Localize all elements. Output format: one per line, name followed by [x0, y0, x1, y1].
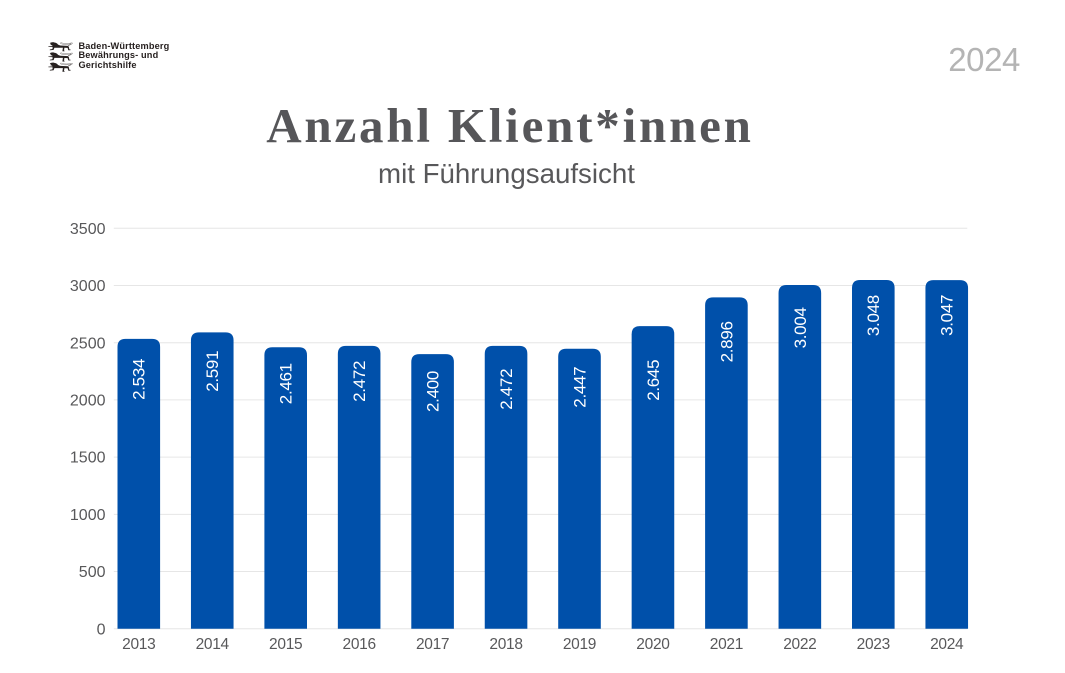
svg-text:2.534: 2.534	[130, 359, 149, 400]
svg-text:3.048: 3.048	[864, 295, 883, 336]
svg-text:500: 500	[79, 564, 106, 581]
svg-text:2020: 2020	[636, 636, 670, 653]
svg-text:2023: 2023	[857, 636, 890, 653]
svg-text:3.004: 3.004	[791, 307, 810, 348]
svg-text:2.400: 2.400	[424, 371, 443, 412]
svg-text:2.896: 2.896	[717, 321, 736, 362]
svg-text:2022: 2022	[783, 636, 816, 653]
svg-text:2018: 2018	[489, 636, 522, 653]
svg-text:2024: 2024	[930, 636, 964, 653]
svg-text:2014: 2014	[196, 636, 230, 653]
svg-text:2015: 2015	[269, 636, 302, 653]
svg-text:2016: 2016	[343, 636, 376, 653]
svg-text:2.472: 2.472	[350, 361, 369, 402]
svg-text:2021: 2021	[710, 636, 743, 653]
svg-text:2.447: 2.447	[570, 367, 589, 408]
svg-text:2013: 2013	[122, 636, 155, 653]
svg-text:2.591: 2.591	[203, 351, 222, 392]
svg-text:3.047: 3.047	[938, 295, 957, 336]
svg-text:2019: 2019	[563, 636, 596, 653]
svg-text:2.472: 2.472	[497, 369, 516, 410]
svg-text:2.645: 2.645	[644, 360, 663, 401]
svg-text:3000: 3000	[70, 278, 106, 295]
svg-text:1000: 1000	[70, 507, 106, 524]
svg-text:2017: 2017	[416, 636, 449, 653]
svg-text:1500: 1500	[70, 450, 106, 467]
svg-text:2500: 2500	[70, 335, 106, 352]
svg-text:2000: 2000	[70, 393, 106, 410]
svg-text:0: 0	[97, 621, 106, 638]
svg-text:2.461: 2.461	[277, 363, 296, 404]
svg-text:3500: 3500	[70, 221, 106, 238]
